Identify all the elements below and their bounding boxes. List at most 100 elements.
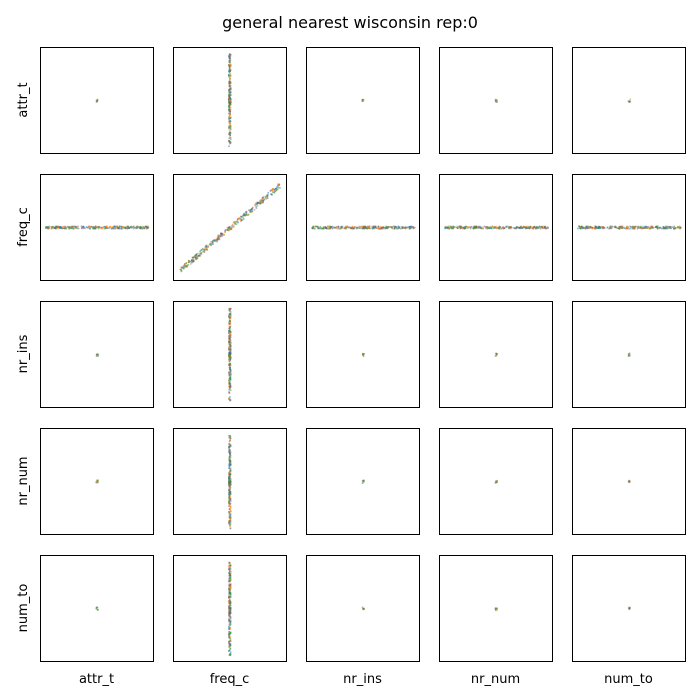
data-point <box>105 227 108 230</box>
data-point <box>497 226 499 229</box>
data-point <box>229 366 231 369</box>
data-point <box>228 72 231 74</box>
data-point <box>129 226 132 228</box>
data-point <box>229 564 232 567</box>
data-point <box>228 382 231 385</box>
data-point <box>340 225 343 228</box>
data-point <box>228 585 231 587</box>
data-point <box>145 227 147 229</box>
data-point <box>186 264 189 267</box>
data-point <box>229 521 232 523</box>
data-point <box>229 102 232 104</box>
panel-frame <box>173 555 287 662</box>
data-point <box>452 225 455 228</box>
data-point <box>254 204 256 206</box>
data-point <box>633 227 636 229</box>
data-point <box>495 100 498 103</box>
data-point <box>229 633 231 635</box>
data-point <box>229 55 232 58</box>
data-point <box>214 240 216 243</box>
data-point <box>487 226 490 229</box>
data-point <box>71 225 74 228</box>
data-point <box>227 229 230 232</box>
data-point <box>229 474 231 476</box>
data-point <box>119 227 122 230</box>
data-point <box>590 226 592 228</box>
data-point <box>409 226 411 228</box>
data-point <box>495 352 498 355</box>
data-point <box>599 227 602 229</box>
data-point <box>377 226 380 228</box>
data-point <box>120 225 123 228</box>
data-point <box>237 221 239 224</box>
data-point <box>228 121 231 124</box>
data-point <box>229 522 232 525</box>
panel-nr_num-vs-freq_c <box>173 428 287 535</box>
data-point <box>55 227 57 230</box>
data-point <box>229 478 232 480</box>
data-point <box>228 79 231 82</box>
data-point <box>469 227 472 230</box>
panel-frame <box>439 428 553 535</box>
data-point <box>109 226 112 228</box>
data-point <box>210 243 213 245</box>
data-point <box>337 227 340 230</box>
data-point <box>361 482 364 484</box>
data-point <box>65 227 68 230</box>
data-point <box>228 458 231 461</box>
data-point <box>677 226 680 229</box>
y-axis-label-freq_c: freq_c <box>16 207 31 247</box>
data-point <box>229 613 231 615</box>
data-point <box>228 606 231 608</box>
data-point <box>580 226 583 228</box>
data-point <box>228 351 231 354</box>
data-point <box>536 227 539 230</box>
data-point <box>640 227 643 230</box>
data-point <box>637 226 640 228</box>
panel-freq_c-vs-nr_num <box>439 174 553 281</box>
data-point <box>646 227 648 229</box>
data-point <box>240 219 243 222</box>
data-point <box>463 227 466 230</box>
data-point <box>623 227 626 229</box>
data-point <box>228 641 231 644</box>
data-point <box>194 256 196 259</box>
data-point <box>513 227 515 229</box>
data-point <box>228 635 230 638</box>
data-point <box>215 240 218 242</box>
data-point <box>228 127 230 130</box>
data-point <box>229 370 232 372</box>
data-point <box>229 53 232 56</box>
data-point <box>228 502 230 504</box>
data-point <box>648 227 650 230</box>
data-point <box>229 587 232 590</box>
data-point <box>147 225 149 228</box>
data-point <box>220 234 222 236</box>
data-point <box>253 208 256 211</box>
data-point <box>264 196 267 198</box>
data-point <box>228 55 230 57</box>
data-point <box>238 217 241 219</box>
data-point <box>229 94 232 96</box>
data-point <box>229 59 232 61</box>
data-point <box>229 627 231 630</box>
data-point <box>77 227 80 230</box>
data-point <box>229 451 232 454</box>
data-point <box>653 226 655 229</box>
data-point <box>228 83 231 86</box>
data-point <box>229 604 232 606</box>
data-point <box>229 464 232 466</box>
data-point <box>228 636 231 639</box>
data-point <box>585 227 588 230</box>
data-point <box>361 608 364 610</box>
data-point <box>229 82 232 84</box>
data-point <box>232 221 235 224</box>
data-point <box>228 448 231 451</box>
data-point <box>192 257 194 259</box>
data-point <box>228 327 231 329</box>
data-point <box>229 523 231 526</box>
data-point <box>229 78 232 80</box>
data-point <box>502 227 505 230</box>
data-point <box>232 223 234 226</box>
data-point <box>97 354 99 357</box>
